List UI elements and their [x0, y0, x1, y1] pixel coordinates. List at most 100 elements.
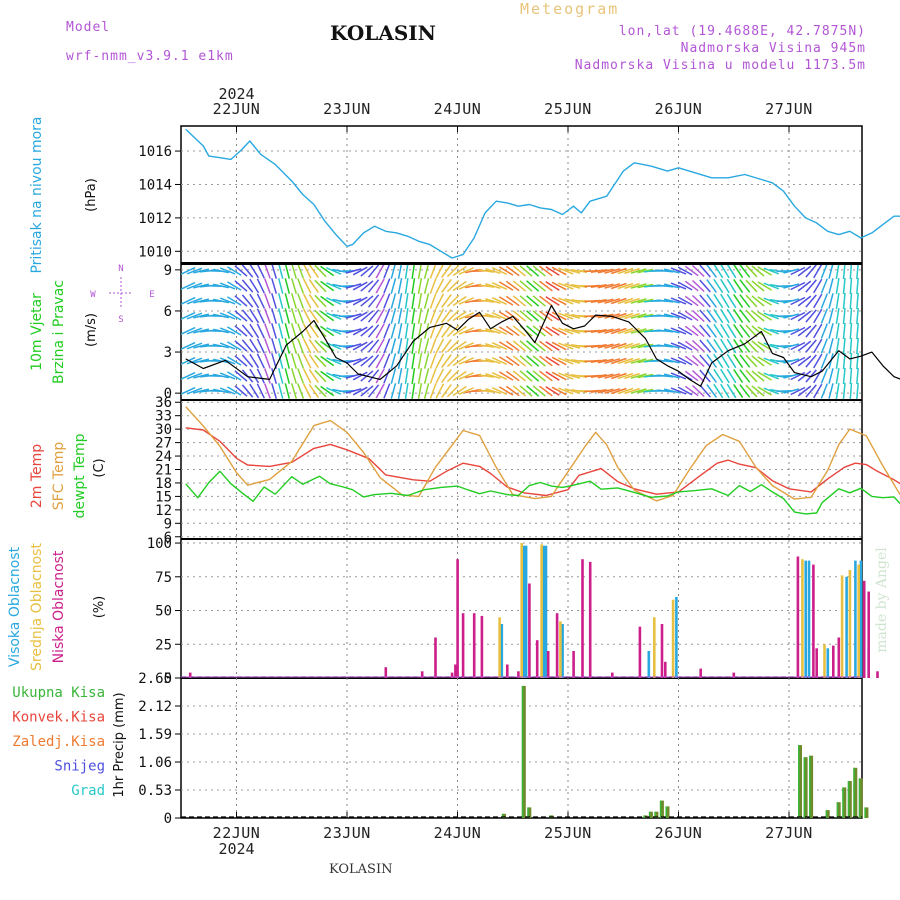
wind-barb — [713, 278, 724, 294]
wind-barb — [820, 383, 828, 399]
wind-barb — [435, 383, 445, 399]
wind-barb — [277, 278, 284, 294]
wind-barb — [484, 327, 501, 335]
wind-barb — [491, 267, 508, 275]
wind-barb — [512, 280, 527, 292]
wind-barb — [805, 354, 817, 368]
wind-barb — [835, 337, 840, 355]
wind-barb — [663, 313, 680, 319]
wind-barb — [227, 386, 242, 396]
wind-barb — [478, 389, 495, 393]
cloud-bar-1 — [500, 624, 504, 678]
wind-barb — [345, 388, 362, 394]
wind-barb — [383, 323, 391, 339]
wind-barb — [271, 383, 278, 399]
wind-barb — [234, 310, 248, 322]
wind-barb — [314, 339, 327, 353]
precipitation-ytick-label: 1.06 — [138, 755, 172, 771]
pressure-ytick-label: 1012 — [138, 211, 172, 227]
cloud-bar-1 — [542, 545, 546, 678]
wind-barb — [863, 368, 865, 384]
wind-barb — [263, 278, 271, 294]
wind-barb — [617, 387, 634, 395]
wind-barb — [284, 338, 291, 354]
wind-barb — [491, 312, 508, 320]
wind-barb — [512, 265, 527, 277]
wind-barb — [751, 340, 765, 352]
wind-barb — [856, 307, 859, 325]
wind-barb — [446, 384, 460, 398]
wind-barb — [263, 308, 271, 324]
wind-barb — [813, 263, 823, 279]
wind-barb — [684, 310, 699, 322]
wind-barb — [297, 293, 305, 309]
wind-barb — [617, 267, 634, 275]
temperature-ytick-label: 24 — [155, 449, 172, 465]
wind-barb — [429, 263, 437, 279]
wind-barb — [277, 338, 284, 354]
cloud-bar-3 — [517, 671, 520, 678]
wind-barb — [751, 355, 765, 367]
wind-barb — [411, 292, 416, 310]
precip-bar — [803, 757, 808, 818]
wind-ylabel-line1: 10m Vjetar — [29, 293, 45, 371]
wind-barb — [604, 268, 621, 274]
wind-barb — [617, 357, 634, 365]
wind-barb — [751, 280, 765, 292]
cloud-bar-3 — [832, 645, 835, 678]
wind-barb — [835, 307, 840, 325]
pressure-unit-label: (hPa) — [84, 178, 99, 212]
cloud-bar-3 — [867, 591, 870, 678]
wind-barb — [397, 292, 403, 310]
wind-barb — [630, 343, 647, 349]
wind-barb — [677, 356, 693, 366]
temp-line-3 — [185, 470, 900, 515]
wind-barb — [757, 266, 772, 276]
cloud-bar-3 — [480, 615, 484, 678]
wind-barb — [302, 278, 312, 294]
cloud-bar-2 — [498, 617, 501, 678]
wind-barb — [390, 323, 397, 339]
wind-barb — [828, 278, 834, 294]
wind-barb — [751, 310, 765, 322]
cloud-bar-3 — [572, 651, 575, 678]
cloud-bar-3 — [732, 672, 736, 678]
wind-ytick-label: 9 — [164, 263, 172, 279]
wind-barb — [751, 325, 765, 337]
wind-barb — [564, 298, 581, 304]
wind-barb — [757, 371, 772, 381]
cloud-bar-2 — [540, 544, 543, 678]
wind-barb — [713, 308, 724, 324]
wind-barb — [411, 367, 416, 385]
cloud-bar-3 — [555, 613, 559, 678]
wind-barb — [691, 369, 705, 383]
wind-barb — [360, 385, 374, 397]
wind-barb — [869, 383, 873, 399]
precip-bar-highlight — [501, 813, 504, 818]
wind-barb — [526, 325, 540, 337]
precip-bar-highlight — [853, 767, 855, 818]
cloud-bar-3 — [664, 661, 667, 678]
wind-barb — [446, 309, 460, 323]
wind-barb — [684, 280, 699, 292]
wind-barb — [677, 281, 693, 291]
wind-barb — [423, 338, 430, 354]
wind-barb — [360, 265, 374, 277]
precip-bar-highlight — [809, 755, 811, 818]
wind-barb — [713, 353, 724, 369]
precip-bar-highlight — [665, 806, 667, 818]
wind-barb — [886, 310, 896, 323]
wind-barb — [417, 352, 423, 370]
precip-bar-highlight — [858, 778, 861, 818]
wind-barb — [241, 279, 254, 293]
wind-barb — [435, 278, 445, 294]
wind-barb — [256, 308, 265, 324]
wind-barb — [783, 298, 800, 304]
wind-barb — [886, 295, 896, 308]
wind-barb — [532, 370, 546, 382]
wind-barb — [314, 309, 327, 323]
wind-barb — [551, 326, 567, 336]
wind-barb — [713, 383, 724, 399]
wind-barb — [284, 383, 291, 399]
wind-barb — [302, 263, 312, 279]
